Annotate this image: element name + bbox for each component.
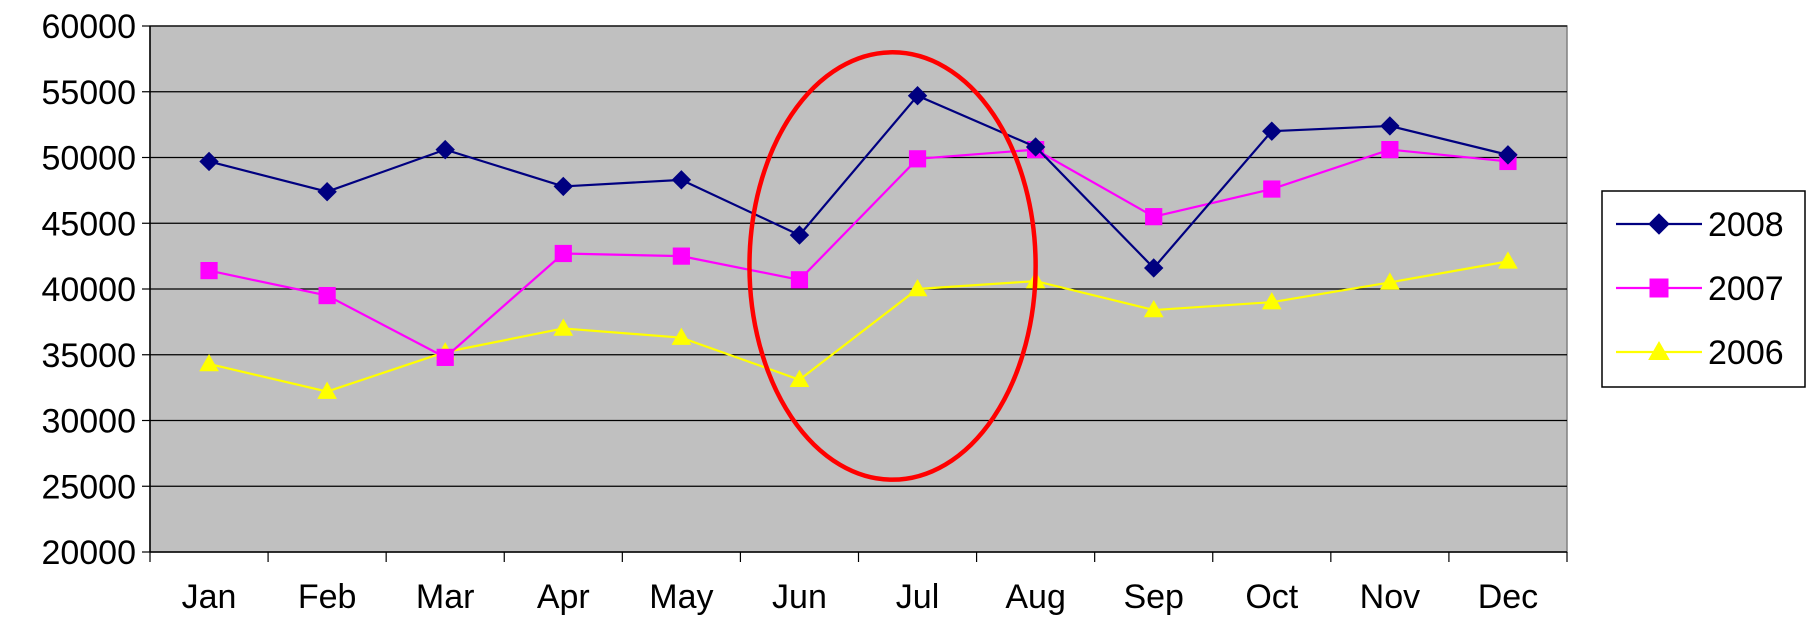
data-point-2008 [907,85,928,106]
x-tick-label: Dec [1478,578,1538,616]
data-point-2007 [908,150,927,168]
x-tick-label: Sep [1123,578,1184,616]
x-tick-label: Apr [537,578,590,616]
data-point-2006 [317,381,337,399]
x-tick-label: Jul [896,578,939,616]
x-tick-label: Feb [298,578,357,616]
x-tick-label: Jun [772,578,827,616]
data-point-2006 [671,327,692,345]
series-2007 [200,141,1517,366]
data-point-2007 [554,244,572,263]
data-point-2007 [200,261,218,280]
y-tick-label: 30000 [41,403,136,441]
y-tick-label: 20000 [41,534,136,572]
x-tick-label: Nov [1360,578,1420,616]
highlight-ellipse [747,50,1038,482]
data-point-2006 [1261,292,1282,310]
data-point-2008 [435,139,455,160]
legend-label-2008: 2008 [1708,206,1784,244]
x-tick-label: May [649,578,713,616]
y-tick-label: 25000 [41,468,136,506]
legend: 2008 2007 2006 [1601,190,1806,388]
x-tick-label: Aug [1005,578,1066,616]
legend-marker-2008 [1648,213,1670,235]
data-point-2007 [1145,208,1163,226]
data-point-2008 [789,225,810,245]
y-tick-label: 60000 [41,8,136,46]
data-point-2007 [1381,141,1399,159]
series-group [199,85,1518,399]
series-line-2006 [208,260,1509,393]
data-point-2007 [318,286,336,305]
data-point-2008 [1262,121,1282,141]
x-tick-label: Mar [416,578,475,616]
y-tick-label: 55000 [41,74,136,112]
y-tick-label: 35000 [41,337,136,375]
data-point-2007 [436,348,454,366]
data-point-2006 [1143,300,1164,318]
legend-label-2006: 2006 [1708,334,1784,372]
data-point-2008 [199,151,219,172]
annotation-group [747,50,1038,482]
gridlines [150,25,1567,487]
data-point-2008 [1144,258,1164,278]
y-tick-label: 50000 [41,140,136,178]
data-point-2008 [1498,145,1518,165]
data-point-2008 [671,170,692,190]
data-point-2006 [199,353,219,372]
data-point-2006 [1498,251,1518,269]
legend-label-2007: 2007 [1708,270,1784,308]
data-point-2006 [553,318,574,336]
legend-marker-2007 [1649,278,1669,298]
data-point-2007 [1263,180,1281,198]
data-point-2008 [1380,116,1400,136]
data-point-2008 [317,181,337,202]
x-tick-label: Oct [1245,578,1298,616]
y-tick-label: 40000 [41,271,136,309]
data-point-2006 [789,369,810,387]
data-point-2008 [1025,137,1046,157]
data-point-2007 [672,247,690,265]
series-line-2007 [208,148,1509,359]
data-point-2007 [790,271,809,289]
legend-marker-2006 [1648,340,1670,360]
axes: 20000 25000 30000 35000 40000 45000 50000 55000… [41,8,1568,616]
series-2008 [199,85,1518,278]
x-tick-label: Jan [182,578,237,616]
data-point-2008 [553,176,573,197]
data-point-2006 [907,278,928,297]
y-tick-label: 45000 [41,205,136,243]
series-line-2008 [208,94,1509,270]
data-point-2006 [1380,272,1400,290]
